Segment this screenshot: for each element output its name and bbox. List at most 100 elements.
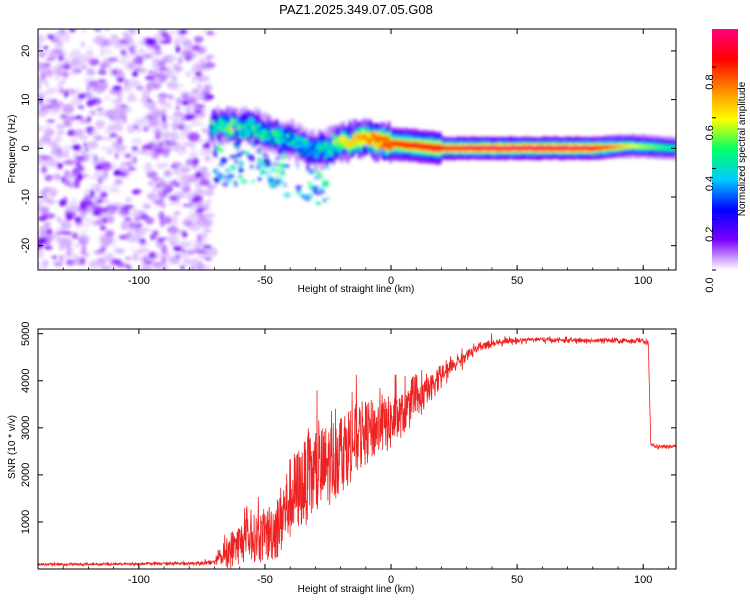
- ridge-scatter: [304, 154, 309, 158]
- ridge-scatter: [259, 136, 264, 141]
- noise-blob: [64, 149, 70, 160]
- noise-blob: [187, 132, 200, 142]
- noise-blob: [138, 47, 145, 55]
- ridge-scatter: [326, 196, 330, 201]
- noise-blob: [39, 104, 47, 112]
- colorbar-tick-label: 0.0: [704, 277, 716, 292]
- noise-blob: [40, 267, 48, 270]
- noise-blob: [124, 153, 132, 158]
- noise-blob: [160, 132, 173, 138]
- ridge-scatter: [262, 157, 271, 164]
- noise-blob: [120, 104, 128, 108]
- noise-blob: [179, 29, 188, 35]
- noise-blob: [175, 105, 180, 111]
- noise-blob: [176, 123, 186, 131]
- noise-blob: [50, 234, 61, 239]
- noise-blob: [205, 188, 214, 197]
- ridge-cell: [232, 120, 238, 125]
- ridge-scatter: [312, 185, 321, 192]
- noise-blob: [49, 142, 59, 147]
- ridge-scatter: [240, 179, 248, 185]
- noise-blob: [63, 63, 72, 70]
- noise-blob: [90, 176, 98, 180]
- noise-blob: [79, 237, 92, 243]
- noise-blob: [161, 55, 167, 59]
- noise-blob: [93, 135, 104, 141]
- noise-blob: [182, 253, 190, 264]
- noise-blob: [150, 80, 161, 90]
- noise-blob: [154, 147, 164, 155]
- noise-blob: [132, 70, 138, 78]
- noise-blob: [157, 93, 169, 98]
- noise-blob: [63, 70, 68, 80]
- ridge-scatter: [284, 164, 290, 168]
- noise-blob: [168, 188, 173, 192]
- noise-blob: [56, 162, 63, 170]
- noise-blob: [55, 231, 63, 235]
- ridge-scatter: [224, 167, 231, 174]
- ridge-scatter: [295, 185, 303, 189]
- ridge-scatter: [257, 157, 263, 163]
- ridge-scatter: [225, 134, 231, 139]
- colorbar-ticks: 0.0 0.2 0.4 0.6 0.8: [704, 66, 716, 293]
- ridge-scatter: [216, 172, 223, 178]
- noise-blob: [85, 56, 90, 62]
- ridge-scatter: [275, 162, 283, 167]
- noise-blob: [51, 109, 63, 115]
- noise-blob: [193, 109, 203, 115]
- noise-blob: [102, 218, 108, 224]
- noise-blob: [134, 55, 144, 66]
- ridge-scatter: [281, 153, 287, 161]
- noise-blob: [173, 190, 186, 198]
- noise-blob: [51, 255, 58, 260]
- snr-x-label: Height of straight line (km): [298, 584, 415, 595]
- ridge-cell: [348, 141, 354, 146]
- ridge-scatter: [297, 150, 303, 156]
- noise-blob: [118, 234, 130, 240]
- noise-blob: [111, 68, 118, 76]
- y-tick-label: -10: [20, 189, 32, 205]
- noise-blob: [172, 144, 181, 152]
- noise-blob: [111, 162, 118, 169]
- ridge-scatter: [274, 156, 282, 161]
- noise-blob: [41, 206, 49, 213]
- noise-blob: [125, 256, 132, 261]
- ridge-cell: [289, 135, 295, 140]
- noise-blob: [206, 31, 214, 35]
- ridge-cell: [238, 123, 244, 128]
- noise-blob: [133, 124, 139, 130]
- noise-blob: [148, 251, 156, 259]
- noise-blob: [63, 118, 71, 127]
- ridge-scatter: [306, 165, 310, 171]
- x-tick-label: 50: [511, 275, 523, 287]
- noise-blob: [173, 211, 181, 216]
- noise-blob: [44, 174, 53, 182]
- noise-blob: [204, 154, 213, 163]
- noise-blob: [158, 59, 166, 68]
- ridge-cell: [388, 146, 393, 151]
- noise-blob: [141, 54, 153, 58]
- noise-blob: [82, 223, 91, 229]
- noise-blob: [199, 166, 208, 171]
- noise-blob: [91, 98, 98, 104]
- ridge-cell: [353, 138, 359, 143]
- noise-blob: [51, 144, 63, 153]
- colorbar: 0.0 0.2 0.4 0.6 0.8 Normalized spectral ampl…: [704, 29, 748, 293]
- noise-blob: [180, 192, 187, 196]
- noise-blob: [101, 264, 112, 270]
- noise-blob: [202, 169, 209, 173]
- noise-blob: [129, 46, 135, 51]
- noise-blob: [202, 264, 212, 270]
- ridge-scatter: [221, 125, 228, 130]
- noise-blob: [95, 199, 104, 204]
- noise-blob: [58, 199, 67, 207]
- ridge-cell: [309, 145, 315, 150]
- noise-blob: [101, 162, 112, 168]
- noise-blob: [195, 172, 202, 178]
- noise-blob: [198, 179, 211, 186]
- noise-blob: [100, 156, 105, 162]
- noise-blob: [38, 237, 47, 244]
- noise-blob: [186, 192, 195, 202]
- noise-blob: [203, 67, 214, 71]
